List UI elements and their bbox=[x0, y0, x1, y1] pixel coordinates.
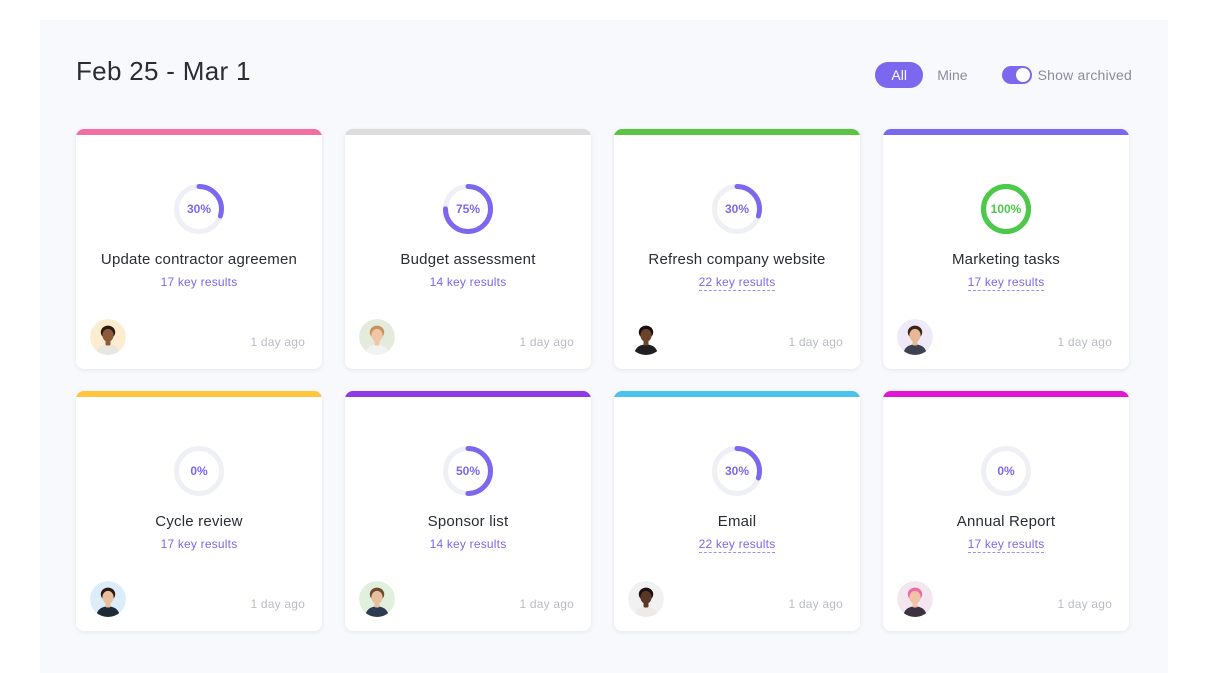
avatar[interactable] bbox=[897, 581, 933, 617]
progress-ring: 75% bbox=[442, 183, 494, 235]
goal-card-2[interactable]: 75% Budget assessment 14 key results 1 d… bbox=[345, 129, 591, 369]
goal-color-bar bbox=[76, 391, 322, 397]
progress-ring: 100% bbox=[980, 183, 1032, 235]
avatar[interactable] bbox=[359, 319, 395, 355]
progress-ring: 30% bbox=[711, 445, 763, 497]
key-results: 22 key results bbox=[614, 537, 860, 553]
key-results: 14 key results bbox=[345, 275, 591, 289]
goal-card-8[interactable]: 0% Annual Report 17 key results 1 day ag… bbox=[883, 391, 1129, 631]
progress-ring: 50% bbox=[442, 445, 494, 497]
key-results-link[interactable]: 22 key results bbox=[698, 537, 776, 553]
key-results-link[interactable]: 14 key results bbox=[429, 537, 507, 551]
goal-color-bar bbox=[76, 129, 322, 135]
progress-ring: 0% bbox=[980, 445, 1032, 497]
key-results-link[interactable]: 22 key results bbox=[698, 275, 776, 291]
goal-color-bar bbox=[345, 391, 591, 397]
updated-time: 1 day ago bbox=[250, 335, 305, 349]
goal-title: Refresh company website bbox=[648, 251, 826, 268]
toggle-knob bbox=[1015, 68, 1030, 82]
goal-card-3[interactable]: 30% Refresh company website 22 key resul… bbox=[614, 129, 860, 369]
key-results: 14 key results bbox=[345, 537, 591, 551]
key-results-link[interactable]: 17 key results bbox=[160, 275, 238, 289]
goal-color-bar bbox=[614, 129, 860, 135]
updated-time: 1 day ago bbox=[1057, 597, 1112, 611]
avatar[interactable] bbox=[359, 581, 395, 617]
goal-card-7[interactable]: 30% Email 22 key results 1 day ago bbox=[614, 391, 860, 631]
goal-card-5[interactable]: 0% Cycle review 17 key results 1 day ago bbox=[76, 391, 322, 631]
key-results-link[interactable]: 14 key results bbox=[429, 275, 507, 289]
progress-ring: 0% bbox=[173, 445, 225, 497]
updated-time: 1 day ago bbox=[519, 335, 574, 349]
goal-color-bar bbox=[883, 391, 1129, 397]
filter-all-button[interactable]: All bbox=[875, 62, 924, 88]
updated-time: 1 day ago bbox=[1057, 335, 1112, 349]
key-results-link[interactable]: 17 key results bbox=[160, 537, 238, 551]
key-results: 17 key results bbox=[883, 537, 1129, 553]
updated-time: 1 day ago bbox=[519, 597, 574, 611]
show-archived-control[interactable]: Show archived bbox=[1001, 66, 1132, 84]
goal-color-bar bbox=[345, 129, 591, 135]
goal-title: Cycle review bbox=[155, 513, 243, 530]
goal-title: Update contractor agreemen bbox=[100, 251, 298, 268]
updated-time: 1 day ago bbox=[788, 597, 843, 611]
goal-color-bar bbox=[614, 391, 860, 397]
progress-percent: 0% bbox=[997, 464, 1015, 478]
updated-time: 1 day ago bbox=[250, 597, 305, 611]
avatar[interactable] bbox=[628, 581, 664, 617]
goal-card-grid: 30% Update contractor agreemen 17 key re… bbox=[76, 129, 1129, 631]
goal-title: Marketing tasks bbox=[951, 251, 1061, 268]
avatar[interactable] bbox=[90, 581, 126, 617]
progress-percent: 50% bbox=[455, 464, 481, 478]
show-archived-label: Show archived bbox=[1037, 67, 1132, 83]
goal-title: Email bbox=[717, 513, 757, 530]
goals-panel: Feb 25 - Mar 1 All Mine Show archived 30… bbox=[40, 20, 1168, 673]
show-archived-toggle[interactable] bbox=[1001, 66, 1032, 84]
key-results: 17 key results bbox=[76, 537, 322, 551]
progress-ring: 30% bbox=[173, 183, 225, 235]
avatar[interactable] bbox=[897, 319, 933, 355]
goal-color-bar bbox=[883, 129, 1129, 135]
goal-card-6[interactable]: 50% Sponsor list 14 key results 1 day ag… bbox=[345, 391, 591, 631]
key-results: 17 key results bbox=[76, 275, 322, 289]
page-title: Feb 25 - Mar 1 bbox=[76, 56, 251, 86]
goal-card-1[interactable]: 30% Update contractor agreemen 17 key re… bbox=[76, 129, 322, 369]
goal-title: Sponsor list bbox=[427, 513, 509, 530]
avatar[interactable] bbox=[90, 319, 126, 355]
progress-percent: 30% bbox=[724, 202, 750, 216]
key-results: 22 key results bbox=[614, 275, 860, 291]
progress-percent: 0% bbox=[190, 464, 208, 478]
filter-mine-button[interactable]: Mine bbox=[925, 62, 979, 88]
filter-bar: All Mine Show archived bbox=[875, 62, 1132, 88]
avatar[interactable] bbox=[628, 319, 664, 355]
progress-ring: 30% bbox=[711, 183, 763, 235]
goal-title: Annual Report bbox=[956, 513, 1056, 530]
progress-percent: 100% bbox=[990, 202, 1022, 216]
progress-percent: 75% bbox=[455, 202, 481, 216]
progress-percent: 30% bbox=[724, 464, 750, 478]
key-results: 17 key results bbox=[883, 275, 1129, 291]
goal-card-4[interactable]: 100% Marketing tasks 17 key results 1 da… bbox=[883, 129, 1129, 369]
updated-time: 1 day ago bbox=[788, 335, 843, 349]
key-results-link[interactable]: 17 key results bbox=[967, 537, 1045, 553]
progress-percent: 30% bbox=[186, 202, 212, 216]
key-results-link[interactable]: 17 key results bbox=[967, 275, 1045, 291]
goal-title: Budget assessment bbox=[400, 251, 536, 268]
